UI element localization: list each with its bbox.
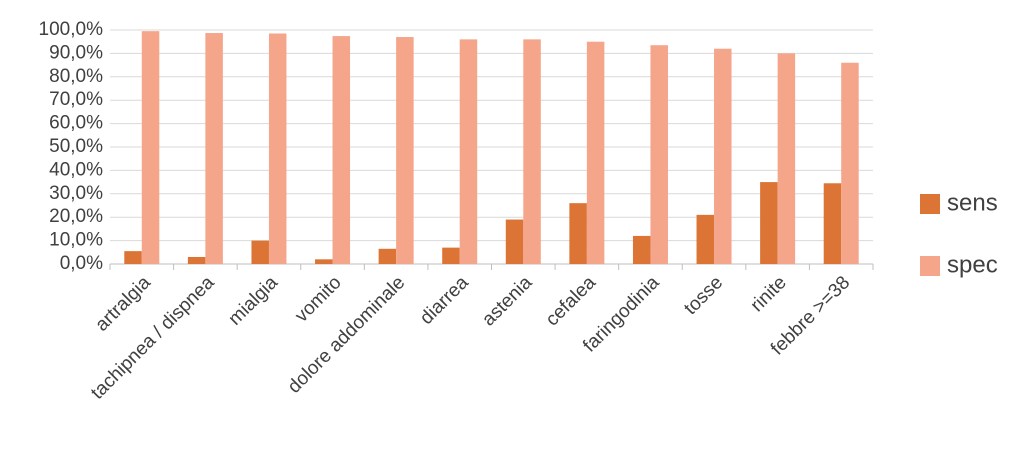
x-tick-label: cefalea — [542, 272, 600, 330]
bar — [332, 36, 351, 264]
bar — [523, 39, 541, 264]
bar — [650, 45, 668, 265]
bar — [823, 183, 842, 264]
x-tick-label: dolore addominale — [284, 272, 409, 397]
bar — [569, 203, 587, 264]
bar — [396, 37, 414, 264]
y-tick-label: 80,0% — [49, 66, 103, 87]
x-tick-label: mialgia — [225, 272, 283, 330]
bar — [187, 256, 206, 264]
bar — [205, 33, 223, 265]
y-tick-label: 100,0% — [39, 19, 104, 40]
x-tick-label: diarrea — [416, 272, 473, 329]
bar — [714, 48, 732, 264]
x-tick-label: astenia — [478, 272, 536, 330]
x-tick-label: rinite — [747, 272, 791, 316]
bar — [251, 240, 269, 264]
y-tick-label: 40,0% — [49, 159, 103, 180]
x-tick-label: vomito — [291, 272, 345, 326]
y-tick-label: 30,0% — [49, 183, 103, 204]
bar — [696, 214, 715, 264]
bar — [841, 62, 859, 265]
bar — [505, 219, 524, 264]
bar — [124, 251, 142, 264]
bar — [632, 235, 651, 264]
legend-label: spec — [947, 251, 998, 278]
bar — [378, 248, 397, 264]
bar — [268, 33, 287, 265]
bar — [315, 259, 333, 264]
y-tick-label: 60,0% — [49, 113, 103, 134]
y-tick-label: 90,0% — [49, 42, 103, 63]
y-tick-label: 50,0% — [49, 136, 103, 157]
bar — [141, 31, 160, 265]
bar — [760, 182, 778, 264]
legend-swatch — [920, 256, 940, 276]
legend-swatch — [920, 194, 940, 214]
bar — [586, 41, 605, 265]
bar — [442, 247, 460, 264]
bar — [459, 39, 478, 264]
y-tick-label: 0,0% — [60, 253, 103, 274]
legend-label: sens — [947, 189, 998, 216]
x-tick-label: tosse — [680, 272, 727, 319]
bar — [777, 53, 796, 265]
x-tick-label: tachipnea / dispnea — [87, 272, 219, 404]
x-tick-label: artralgia — [91, 272, 155, 336]
y-tick-label: 10,0% — [49, 230, 103, 251]
y-tick-label: 70,0% — [49, 89, 103, 110]
y-tick-label: 20,0% — [49, 206, 103, 227]
